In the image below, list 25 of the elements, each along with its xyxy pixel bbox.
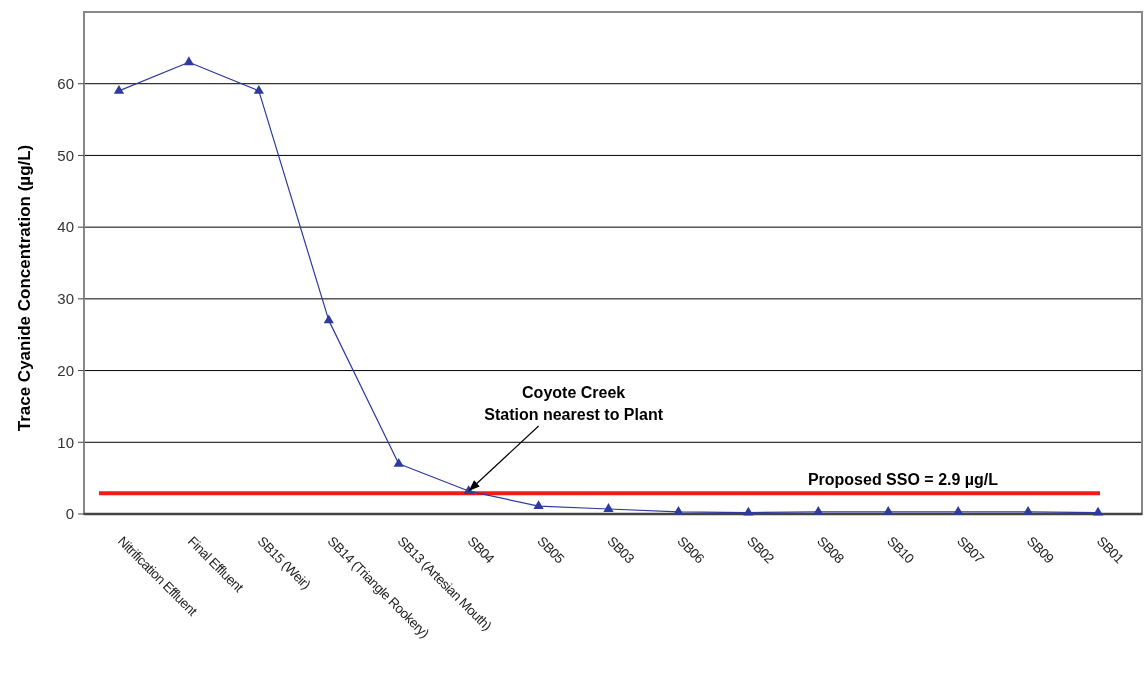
y-tick-label: 50: [57, 146, 74, 164]
point: [463, 485, 474, 494]
point: [953, 505, 964, 515]
annotation: Coyote Creek Station nearest to Plant: [484, 384, 664, 423]
point: [603, 503, 614, 512]
y-axis-title: Trace Cyanide Concentration (µg/L): [15, 144, 34, 432]
y-tick-label: 10: [57, 433, 74, 451]
point: [183, 56, 194, 66]
point: [113, 85, 125, 94]
point: [883, 505, 894, 515]
ref-line-label: Proposed SSO = 2.9 µg/L: [807, 471, 999, 489]
y-tick-label: 30: [57, 290, 74, 308]
point: [1023, 505, 1034, 515]
point: [253, 85, 264, 94]
y-tick-label: 60: [57, 74, 74, 92]
point: [393, 457, 404, 467]
point: [743, 506, 754, 516]
point: [1092, 506, 1104, 516]
point: [323, 314, 334, 324]
point: [813, 505, 824, 515]
y-tick-label: 20: [57, 361, 74, 379]
point: [533, 500, 544, 510]
point: [673, 505, 684, 515]
y-tick-label: 40: [57, 218, 74, 236]
y-tick-label: 0: [65, 505, 74, 523]
